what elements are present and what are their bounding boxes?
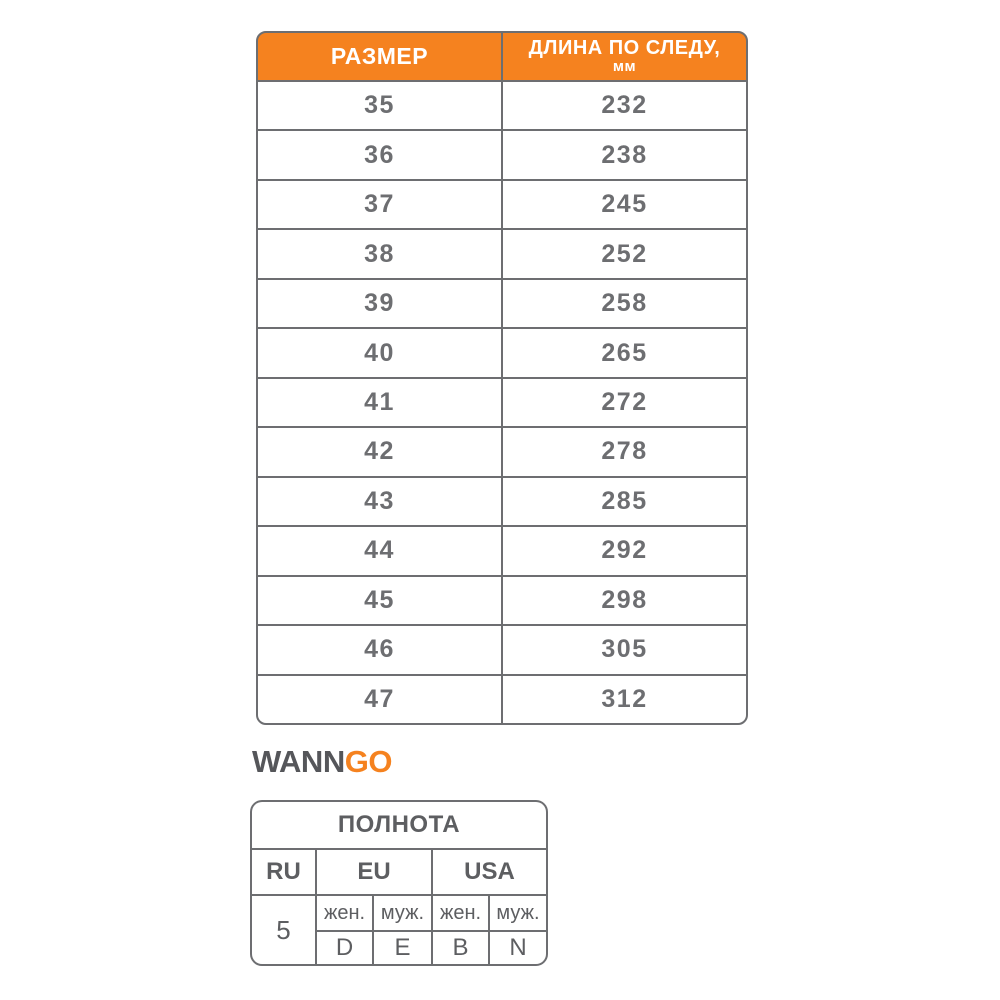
size-table-length-cell: 312	[503, 675, 746, 723]
logo-text-gray: WANN	[252, 744, 345, 779]
fullness-eu-women-label: жен.	[317, 896, 372, 930]
size-table-size-cell: 35	[258, 82, 501, 130]
size-table-length-cell: 278	[503, 428, 746, 476]
size-table-header-size: РАЗМЕР	[258, 33, 501, 80]
fullness-usa-women-label: жен.	[433, 896, 488, 930]
size-table-size-cell: 40	[258, 329, 501, 377]
fullness-ru-value: 5	[252, 896, 315, 964]
size-table-header-length: ДЛИНА ПО СЛЕДУ, мм	[503, 33, 746, 80]
fullness-col-ru: RU	[252, 850, 315, 894]
size-table-length-cell: 232	[503, 82, 746, 130]
size-table-size-cell: 44	[258, 527, 501, 575]
logo-text-orange: GO	[344, 744, 393, 779]
size-table-length-cell: 265	[503, 329, 746, 377]
size-table-size-cell: 45	[258, 576, 501, 625]
size-table-size-cell: 42	[258, 428, 501, 476]
size-table-size-cell: 41	[258, 378, 501, 427]
fullness-eu-women-value: D	[317, 932, 372, 964]
size-table-size-cell: 47	[258, 675, 501, 723]
fullness-usa-men-value: N	[490, 932, 546, 964]
size-table-length-cell: 298	[503, 576, 746, 625]
fullness-eu-men-label: муж.	[374, 896, 431, 930]
size-table-size-cell: 43	[258, 477, 501, 526]
size-table-size-cell: 37	[258, 180, 501, 229]
size-table-length-cell: 272	[503, 378, 746, 427]
fullness-eu-men-value: E	[374, 932, 431, 964]
size-table-length-cell: 305	[503, 626, 746, 674]
fullness-col-usa: USA	[433, 850, 546, 894]
length-header-line1: ДЛИНА ПО СЛЕДУ,	[528, 37, 721, 60]
fullness-col-eu: EU	[317, 850, 431, 894]
fullness-usa-men-label: муж.	[490, 896, 546, 930]
size-table-length-cell: 245	[503, 180, 746, 229]
size-table-length-cell: 258	[503, 279, 746, 328]
fullness-usa-women-value: B	[433, 932, 488, 964]
size-table: РАЗМЕР ДЛИНА ПО СЛЕДУ, мм 35 232 36 238 37 24…	[256, 31, 748, 725]
size-table-size-cell: 39	[258, 279, 501, 328]
fullness-table: ПОЛНОТА RU EU USA 5 жен. муж. жен. муж. …	[250, 800, 548, 966]
brand-logo: WANNGO	[252, 744, 392, 780]
size-table-length-cell: 238	[503, 131, 746, 179]
size-table-length-cell: 285	[503, 477, 746, 526]
size-header-label: РАЗМЕР	[330, 43, 429, 70]
length-header-line2: мм	[612, 58, 637, 76]
size-table-size-cell: 38	[258, 230, 501, 278]
size-table-size-cell: 46	[258, 626, 501, 674]
fullness-title: ПОЛНОТА	[252, 802, 546, 848]
size-table-size-cell: 36	[258, 131, 501, 179]
size-table-length-cell: 252	[503, 230, 746, 278]
size-table-length-cell: 292	[503, 527, 746, 575]
